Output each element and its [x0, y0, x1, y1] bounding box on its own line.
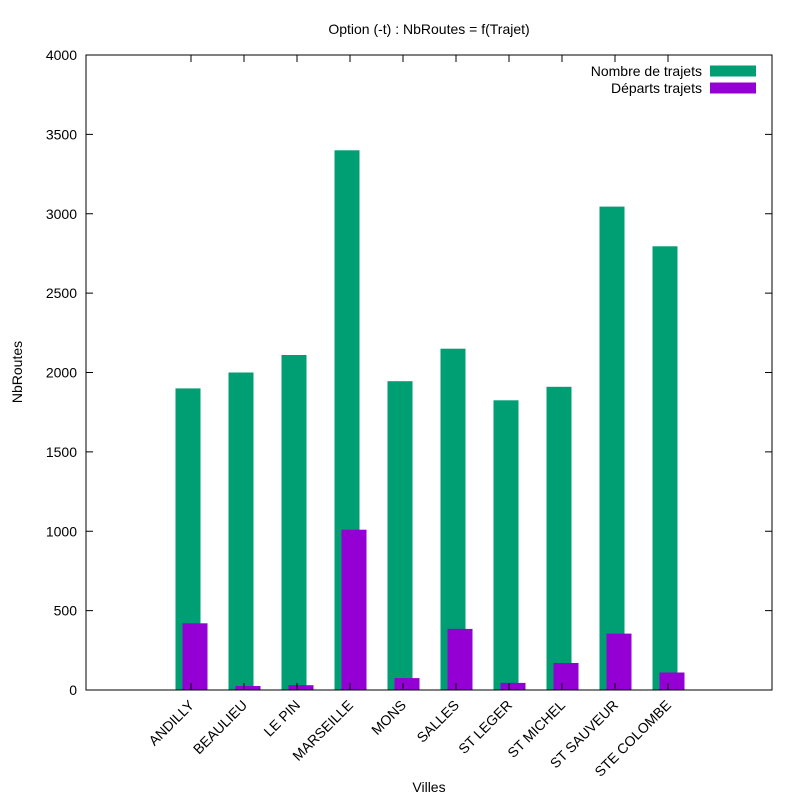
bar-series2-5: [447, 628, 473, 690]
bar-series2-9: [659, 672, 685, 690]
bar-series2-6: [500, 682, 526, 690]
bar-series1-9: [652, 246, 678, 691]
plot-frame: [85, 54, 773, 691]
bar-series2-2: [288, 685, 314, 690]
y-tick-label-1: 500: [54, 603, 78, 619]
y-tick-label-7: 3500: [46, 126, 77, 142]
y-tick-label-0: 0: [69, 682, 77, 698]
x-axis-label: Villes: [412, 779, 445, 795]
legend-label-1: Départs trajets: [611, 80, 702, 96]
chart-title: Option (-t) : NbRoutes = f(Trajet): [328, 21, 529, 37]
bar-series1-2: [281, 355, 307, 690]
y-axis-label: NbRoutes: [9, 341, 25, 403]
y-tick-label-8: 4000: [46, 47, 77, 63]
y-tick-label-4: 2000: [46, 365, 77, 381]
y-tick-label-2: 1000: [46, 523, 77, 539]
y-tick-label-3: 1500: [46, 444, 77, 460]
bar-series1-1: [228, 372, 254, 690]
bar-series1-8: [599, 206, 625, 690]
bar-series1-4: [387, 381, 413, 690]
bar-series2-1: [235, 686, 261, 690]
bar-series1-7: [546, 386, 572, 690]
bars-layer: [175, 150, 685, 691]
y-tick-label-5: 2500: [46, 285, 77, 301]
legend-swatch-0: [710, 65, 756, 77]
bar-series2-4: [394, 678, 420, 690]
bar-series1-6: [493, 400, 519, 690]
legend-label-0: Nombre de trajets: [591, 63, 702, 79]
bar-series2-3: [341, 529, 367, 690]
bar-series2-7: [553, 663, 579, 690]
bar-series2-0: [182, 623, 208, 690]
bar-series2-8: [606, 633, 632, 690]
y-tick-label-6: 3000: [46, 206, 77, 222]
legend-swatch-1: [710, 82, 756, 94]
